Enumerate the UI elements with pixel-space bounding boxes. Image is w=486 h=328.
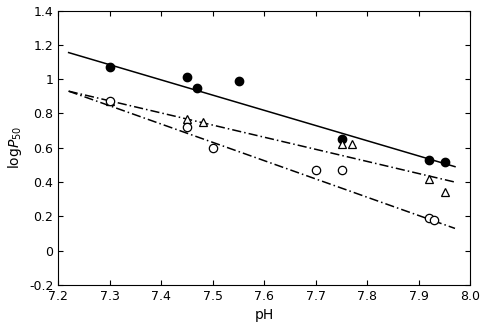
- Y-axis label: log$\it{P}$$_{50}$: log$\it{P}$$_{50}$: [5, 126, 23, 170]
- X-axis label: pH: pH: [255, 308, 274, 322]
